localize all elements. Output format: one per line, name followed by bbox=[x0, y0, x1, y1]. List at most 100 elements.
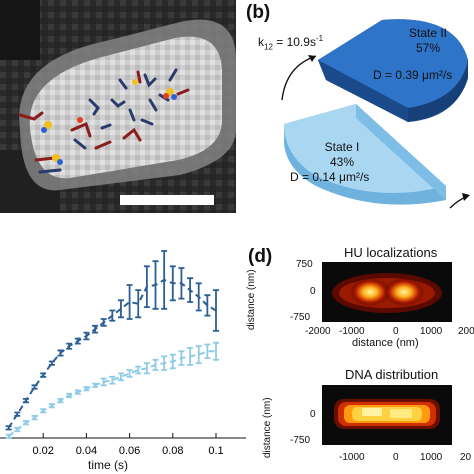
x-tick-label: 0.08 bbox=[162, 445, 183, 457]
error-bar bbox=[109, 309, 116, 322]
error-bar bbox=[152, 260, 159, 310]
dna-xtick-1: 0 bbox=[393, 452, 399, 463]
x-tick-label: 0.1 bbox=[208, 445, 223, 457]
hu-ytick-750: 750 bbox=[296, 259, 313, 270]
arrowhead-bottom bbox=[462, 193, 470, 201]
hu-title: HU localizations bbox=[344, 245, 438, 260]
error-bar bbox=[161, 250, 168, 310]
rate-value: = 10.9s bbox=[272, 35, 316, 49]
x-tick-label: 0.04 bbox=[76, 445, 97, 457]
trajectories-red bbox=[18, 70, 190, 162]
error-bar bbox=[195, 282, 202, 312]
rate-symbol: k bbox=[258, 35, 264, 49]
hu-xtick-2: 0 bbox=[393, 326, 399, 337]
x-tick-label: 0.06 bbox=[119, 445, 140, 457]
error-bar bbox=[117, 372, 124, 382]
error-bar bbox=[40, 408, 47, 414]
error-bar bbox=[169, 265, 176, 302]
error-bar bbox=[161, 355, 168, 371]
error-bar bbox=[117, 299, 124, 319]
state1-diffusion: D = 0.14 μm²/s bbox=[290, 170, 370, 184]
state1-percent: 43% bbox=[329, 155, 355, 169]
error-bar bbox=[48, 403, 55, 409]
dna-xtick-2: 1000 bbox=[420, 452, 443, 463]
transition-arrow-1to2 bbox=[281, 55, 317, 101]
state1-label-group: State I 43% bbox=[302, 140, 382, 170]
error-bar bbox=[213, 289, 219, 332]
hu-heatmap bbox=[322, 262, 452, 322]
error-bar bbox=[40, 372, 47, 378]
error-bar bbox=[57, 349, 64, 357]
state2-name: State II bbox=[408, 26, 448, 40]
error-bar bbox=[22, 398, 29, 404]
error-bar bbox=[66, 392, 73, 399]
error-bar bbox=[143, 265, 150, 308]
error-bar bbox=[92, 382, 99, 388]
error-bar bbox=[178, 267, 185, 300]
colored-spots bbox=[41, 79, 177, 165]
hu-xtick-3: 1000 bbox=[420, 326, 443, 337]
scale-bar bbox=[120, 195, 214, 205]
hu-ytick-0: 0 bbox=[310, 286, 316, 297]
x-tick-label: 0.02 bbox=[32, 445, 53, 457]
error-bar bbox=[74, 337, 81, 345]
hu-xlabel: distance (nm) bbox=[352, 337, 419, 349]
series-line-2 bbox=[8, 350, 216, 438]
error-bar bbox=[135, 365, 142, 375]
error-bar bbox=[66, 342, 73, 350]
state2-diffusion: D = 0.39 μm²/s bbox=[373, 68, 453, 82]
error-bar bbox=[31, 415, 38, 421]
error-bar bbox=[109, 375, 116, 385]
error-bar bbox=[74, 389, 81, 395]
error-bar bbox=[126, 284, 133, 320]
dna-ytick-0: 0 bbox=[310, 409, 316, 420]
dna-ylabel: distance (nm) bbox=[262, 397, 273, 458]
error-bar bbox=[14, 411, 21, 417]
cell-image-svg bbox=[0, 0, 236, 213]
hu-ytick-neg750: -750 bbox=[290, 312, 311, 323]
error-bar bbox=[31, 384, 38, 390]
error-bar bbox=[5, 425, 12, 431]
error-bar bbox=[135, 289, 142, 319]
error-bar bbox=[169, 353, 176, 370]
dna-xtick-0: -1000 bbox=[339, 452, 365, 463]
series-line-1 bbox=[7, 278, 217, 429]
hu-xtick-4: 200 bbox=[458, 326, 474, 337]
state1-name: State I bbox=[324, 140, 360, 154]
c-x-axis-label: time (s) bbox=[88, 458, 128, 472]
panel-b-letter: (b) bbox=[246, 2, 271, 23]
state2-label-group: State II 57% bbox=[388, 26, 468, 56]
hu-xtick-1: -1000 bbox=[339, 326, 365, 337]
error-bar bbox=[100, 318, 107, 327]
pie-chart-3d bbox=[281, 19, 470, 209]
error-bar bbox=[213, 341, 219, 361]
dna-ytick-neg750: -750 bbox=[290, 435, 311, 446]
error-bar bbox=[143, 362, 150, 375]
error-bar bbox=[83, 331, 90, 341]
dna-xtick-3: 20 bbox=[460, 452, 472, 463]
error-bar bbox=[14, 426, 21, 433]
cell-microscopy-image bbox=[0, 0, 236, 213]
error-bar bbox=[187, 347, 194, 366]
arrowhead-top bbox=[308, 55, 316, 62]
error-bar bbox=[126, 369, 133, 378]
dna-heatmap bbox=[322, 385, 452, 445]
hu-ylabel: distance (nm) bbox=[246, 269, 257, 330]
error-bar bbox=[22, 420, 29, 426]
panel-d-letter: (d) bbox=[248, 246, 273, 267]
pie-slice-state1 bbox=[284, 104, 446, 205]
rate-subscript: 12 bbox=[264, 42, 273, 52]
msd-line-chart: 0.02 0.04 0.06 0.08 0.1 bbox=[0, 250, 246, 457]
x-axis-ticks: 0.02 0.04 0.06 0.08 0.1 bbox=[32, 433, 224, 457]
error-bar bbox=[204, 294, 211, 317]
error-bar bbox=[152, 358, 159, 371]
error-bar bbox=[195, 345, 202, 365]
pie-slice-state2 bbox=[318, 19, 468, 122]
rate-constant-label: k12 = 10.9s-1 bbox=[258, 34, 323, 51]
hu-xtick-0: -2000 bbox=[305, 326, 331, 337]
chart-series bbox=[5, 250, 219, 439]
rate-superscript: -1 bbox=[315, 34, 324, 43]
trajectories-dark-blue bbox=[38, 68, 178, 174]
hu-heatmap-svg bbox=[332, 273, 442, 313]
error-bar bbox=[83, 386, 90, 392]
